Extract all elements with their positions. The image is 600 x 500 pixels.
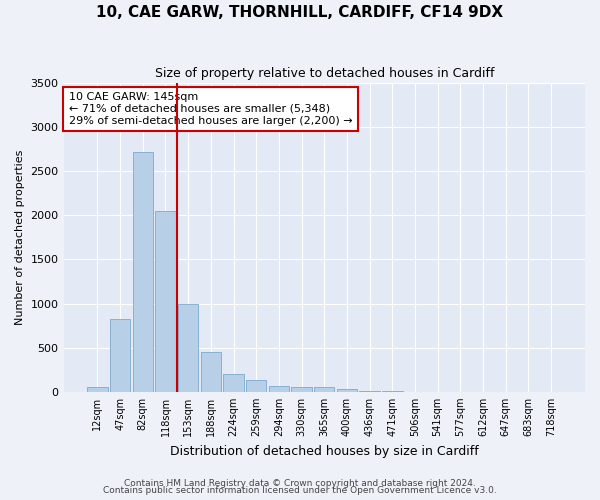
Bar bbox=[133, 152, 153, 392]
Text: Contains public sector information licensed under the Open Government Licence v3: Contains public sector information licen… bbox=[103, 486, 497, 495]
X-axis label: Distribution of detached houses by size in Cardiff: Distribution of detached houses by size … bbox=[170, 444, 479, 458]
Title: Size of property relative to detached houses in Cardiff: Size of property relative to detached ho… bbox=[155, 68, 494, 80]
Bar bbox=[223, 374, 244, 392]
Bar bbox=[337, 388, 357, 392]
Bar bbox=[359, 391, 380, 392]
Bar bbox=[314, 388, 334, 392]
Bar bbox=[87, 386, 107, 392]
Bar bbox=[246, 380, 266, 392]
Bar bbox=[110, 318, 130, 392]
Bar bbox=[292, 387, 312, 392]
Bar bbox=[269, 386, 289, 392]
Text: Contains HM Land Registry data © Crown copyright and database right 2024.: Contains HM Land Registry data © Crown c… bbox=[124, 478, 476, 488]
Bar bbox=[178, 304, 199, 392]
Bar bbox=[155, 211, 176, 392]
Y-axis label: Number of detached properties: Number of detached properties bbox=[15, 150, 25, 325]
Text: 10 CAE GARW: 145sqm
← 71% of detached houses are smaller (5,348)
29% of semi-det: 10 CAE GARW: 145sqm ← 71% of detached ho… bbox=[69, 92, 352, 126]
Text: 10, CAE GARW, THORNHILL, CARDIFF, CF14 9DX: 10, CAE GARW, THORNHILL, CARDIFF, CF14 9… bbox=[97, 5, 503, 20]
Bar bbox=[200, 352, 221, 392]
